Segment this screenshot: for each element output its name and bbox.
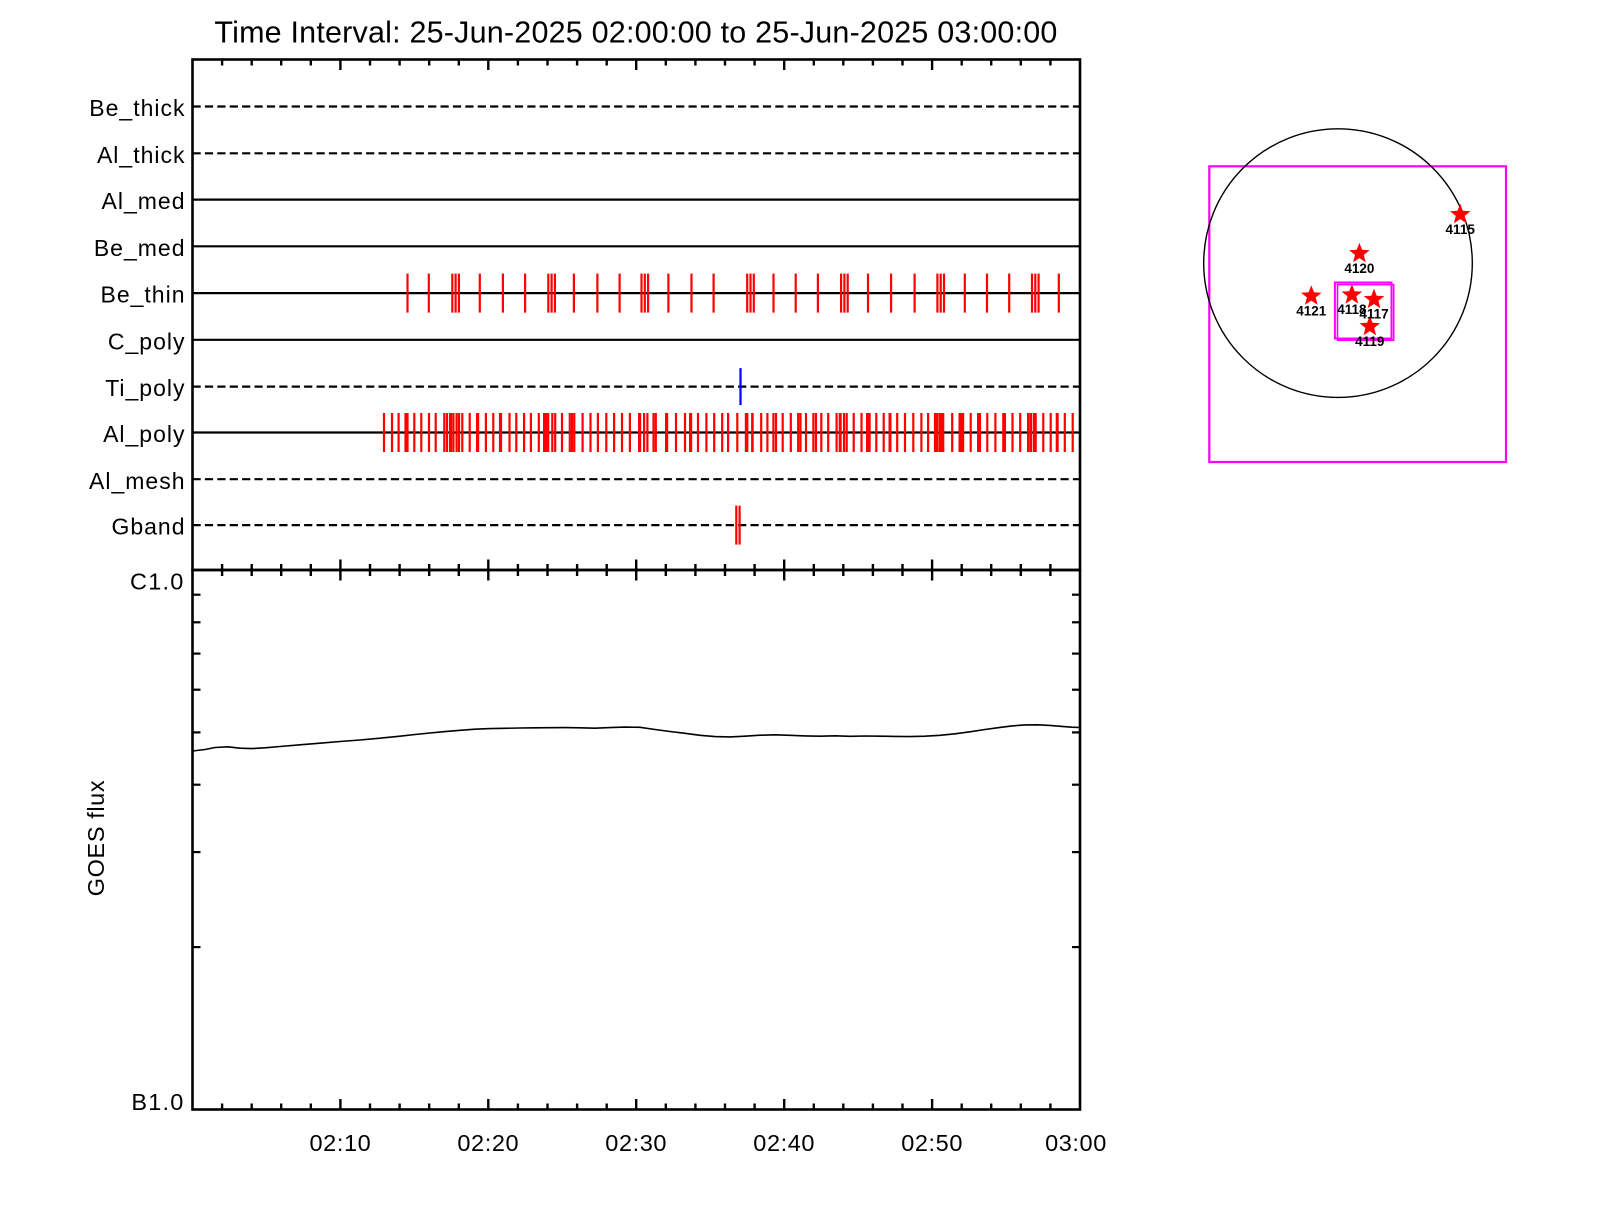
svg-text:Be_thin: Be_thin [100,282,185,308]
svg-text:GOES flux: GOES flux [83,780,109,896]
svg-text:Al_poly: Al_poly [103,421,185,447]
svg-text:4115: 4115 [1446,222,1476,237]
svg-text:02:50: 02:50 [901,1130,963,1156]
svg-text:4117: 4117 [1359,307,1388,322]
svg-text:4121: 4121 [1296,303,1327,318]
svg-text:4120: 4120 [1344,261,1374,276]
svg-text:4119: 4119 [1355,334,1384,349]
svg-text:02:10: 02:10 [309,1130,371,1156]
svg-text:B1.0: B1.0 [131,1089,184,1115]
svg-text:Al_mesh: Al_mesh [89,468,185,494]
svg-text:02:30: 02:30 [605,1130,667,1156]
svg-text:C1.0: C1.0 [130,569,184,595]
svg-text:C_poly: C_poly [108,328,186,354]
svg-text:Be_thick: Be_thick [89,95,185,121]
svg-text:4118: 4118 [1337,302,1367,317]
svg-text:Ti_poly: Ti_poly [105,375,185,401]
svg-text:Time Interval: 25-Jun-2025 02:: Time Interval: 25-Jun-2025 02:00:00 to 2… [214,16,1057,50]
svg-text:03:00: 03:00 [1045,1130,1107,1156]
svg-text:02:20: 02:20 [457,1130,519,1156]
svg-text:02:40: 02:40 [753,1130,815,1156]
svg-text:Gband: Gband [111,514,185,540]
svg-text:Be_med: Be_med [94,235,186,261]
svg-text:Al_med: Al_med [102,188,186,214]
svg-text:Al_thick: Al_thick [97,142,186,168]
